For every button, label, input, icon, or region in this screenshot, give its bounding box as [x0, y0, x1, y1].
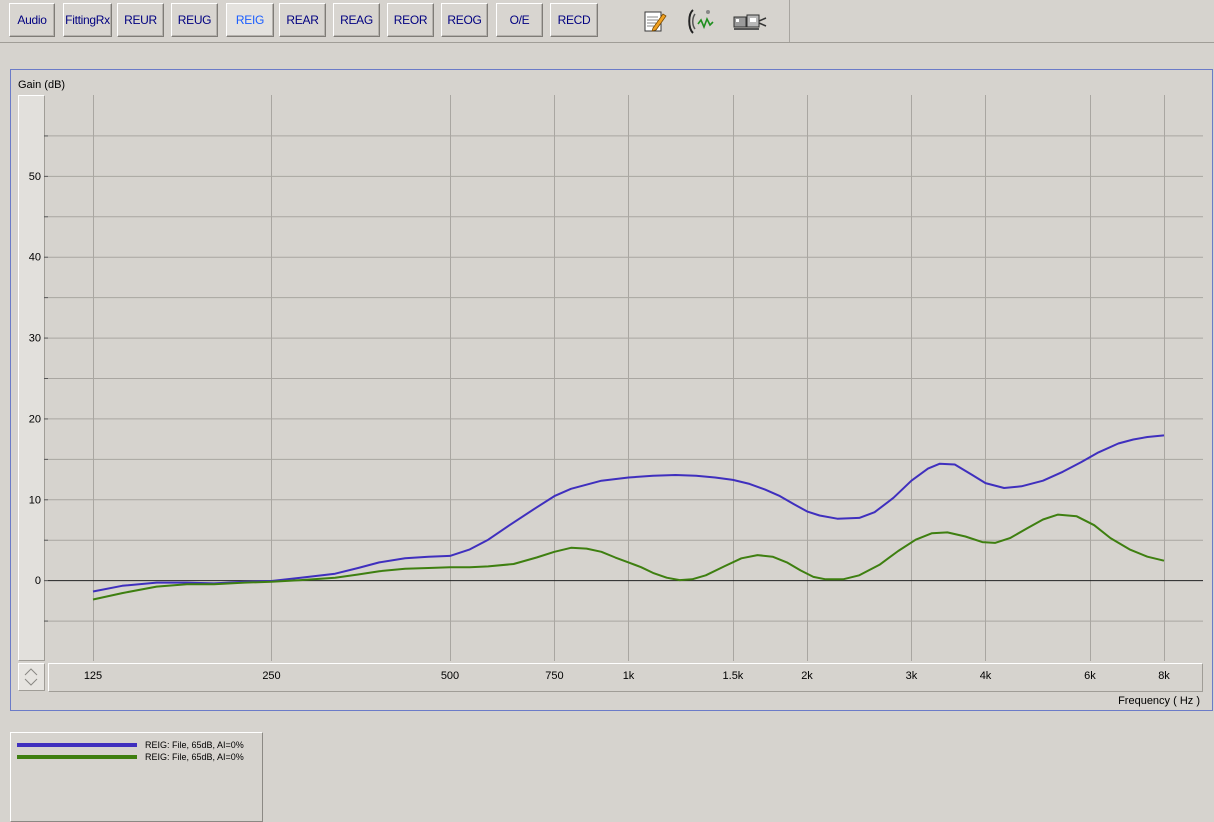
series-line-2 — [92, 513, 1165, 601]
tab-reag[interactable]: REAG — [333, 3, 380, 37]
legend-label: REIG: File, 65dB, AI=0% — [145, 740, 244, 750]
x-tick-label: 8k — [1158, 670, 1170, 682]
legend-swatch — [17, 755, 137, 759]
x-tick-label: 1.5k — [723, 670, 744, 682]
tab-reog[interactable]: REOG — [441, 3, 488, 37]
x-tick-label: 6k — [1084, 670, 1096, 682]
tab-reur[interactable]: REUR — [117, 3, 164, 37]
x-tick-label: 500 — [441, 670, 459, 682]
toolbar: Audio FittingRx REUR REUG REIG REAR REAG REOR RE… — [0, 0, 1214, 43]
legend: REIG: File, 65dB, AI=0% REIG: File, 65dB… — [10, 732, 263, 822]
tab-o-e[interactable]: O/E — [496, 3, 543, 37]
series-line-1 — [92, 434, 1165, 593]
legend-item-series1: REIG: File, 65dB, AI=0% — [17, 739, 244, 751]
y-tick-label: 20 — [29, 413, 41, 425]
x-tick-label: 4k — [980, 670, 992, 682]
tab-rear[interactable]: REAR — [279, 3, 326, 37]
y-tick-label: 30 — [29, 333, 41, 345]
legend-swatch — [17, 743, 137, 747]
notepad-pencil-icon[interactable] — [641, 6, 671, 36]
tab-recd[interactable]: RECD — [550, 3, 598, 37]
x-tick-label: 125 — [84, 670, 102, 682]
equipment-icon[interactable] — [732, 6, 768, 36]
x-tick-label: 3k — [906, 670, 918, 682]
y-tick-label: 40 — [29, 252, 41, 264]
tab-audio[interactable]: Audio — [9, 3, 55, 37]
tab-reig[interactable]: REIG — [226, 3, 274, 37]
tab-reug[interactable]: REUG — [171, 3, 218, 37]
y-tick-label: 0 — [35, 575, 41, 587]
x-tick-label: 750 — [545, 670, 563, 682]
toolbar-separator — [789, 0, 790, 42]
x-tick-label: 1k — [623, 670, 635, 682]
tab-reor[interactable]: REOR — [387, 3, 434, 37]
legend-item-series2: REIG: File, 65dB, AI=0% — [17, 751, 244, 763]
x-tick-label: 250 — [262, 670, 280, 682]
chart-panel — [10, 69, 1213, 711]
y-tick-label: 10 — [29, 494, 41, 506]
scroll-updown-button[interactable] — [18, 663, 45, 691]
y-tick-label: 50 — [29, 171, 41, 183]
x-tick-label: 2k — [801, 670, 813, 682]
ear-probe-icon[interactable] — [686, 6, 716, 36]
legend-label: REIG: File, 65dB, AI=0% — [145, 752, 244, 762]
tab-fittingrx[interactable]: FittingRx — [63, 3, 112, 37]
x-axis-strip — [48, 663, 1203, 692]
y-axis-label: Gain (dB) — [18, 79, 66, 91]
up-down-arrow-icon — [24, 668, 38, 686]
x-axis-label: Frequency ( Hz ) — [1118, 695, 1200, 707]
